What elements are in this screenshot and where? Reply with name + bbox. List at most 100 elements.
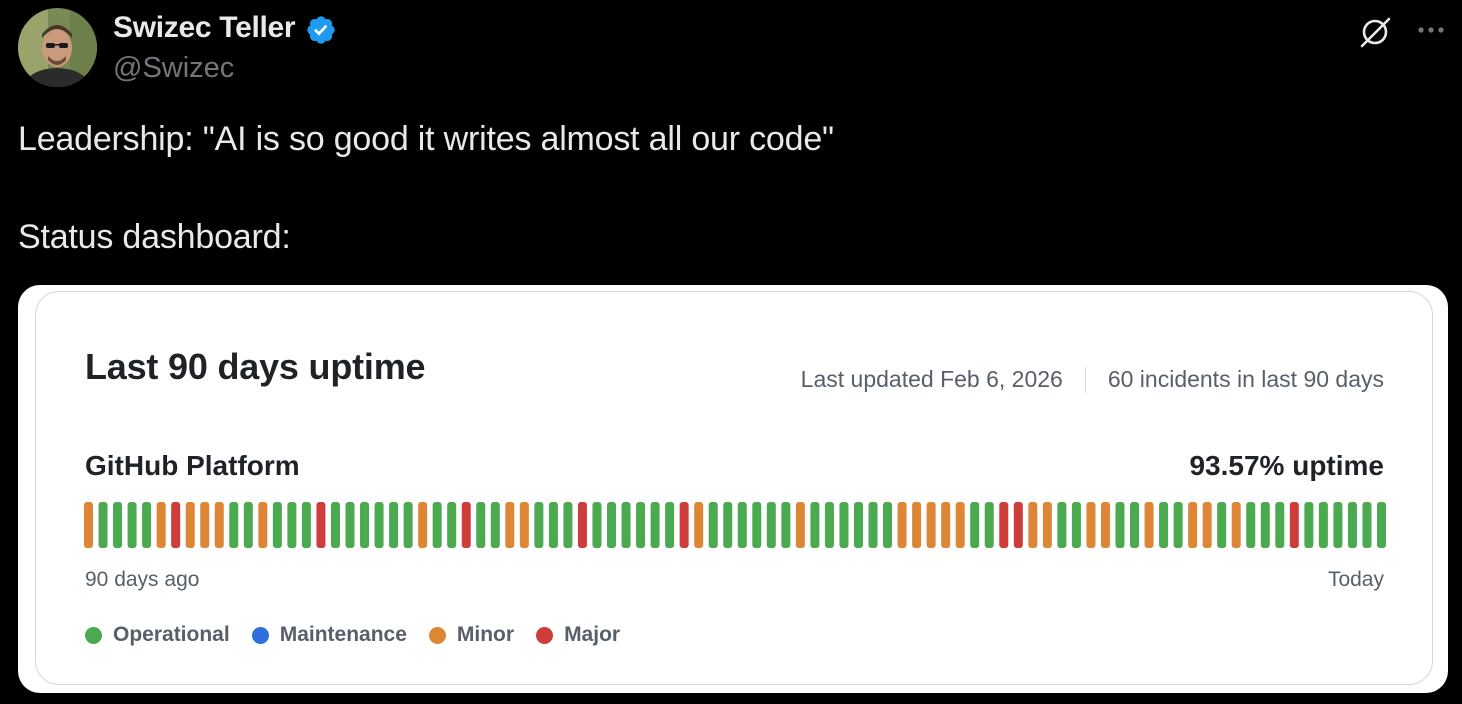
uptime-day-bar-minor[interactable]	[156, 502, 166, 548]
uptime-day-bar-operational[interactable]	[1159, 502, 1169, 548]
uptime-day-bar-major[interactable]	[1013, 502, 1023, 548]
uptime-day-bar-minor[interactable]	[1028, 502, 1038, 548]
uptime-day-bar-minor[interactable]	[941, 502, 951, 548]
uptime-day-bar-major[interactable]	[577, 502, 587, 548]
uptime-day-bar-minor[interactable]	[1100, 502, 1110, 548]
uptime-day-bar-operational[interactable]	[752, 502, 762, 548]
uptime-day-bar-minor[interactable]	[1231, 502, 1241, 548]
uptime-day-bar-operational[interactable]	[490, 502, 500, 548]
uptime-day-bar-operational[interactable]	[1130, 502, 1140, 548]
uptime-day-bar-operational[interactable]	[548, 502, 558, 548]
uptime-day-bar-minor[interactable]	[214, 502, 224, 548]
uptime-day-bar-operational[interactable]	[1275, 502, 1285, 548]
uptime-day-bar-operational[interactable]	[650, 502, 660, 548]
uptime-day-bar-operational[interactable]	[592, 502, 602, 548]
uptime-day-bar-operational[interactable]	[810, 502, 820, 548]
uptime-day-bar-operational[interactable]	[345, 502, 355, 548]
uptime-day-bar-minor[interactable]	[505, 502, 515, 548]
uptime-day-bar-minor[interactable]	[1042, 502, 1052, 548]
uptime-day-bar-operational[interactable]	[1057, 502, 1067, 548]
uptime-day-bar-operational[interactable]	[432, 502, 442, 548]
uptime-day-bar-minor[interactable]	[519, 502, 529, 548]
uptime-day-bar-operational[interactable]	[330, 502, 340, 548]
uptime-day-bar-minor[interactable]	[200, 502, 210, 548]
uptime-day-bar-minor[interactable]	[258, 502, 268, 548]
uptime-day-bar-minor[interactable]	[694, 502, 704, 548]
uptime-day-bar-minor[interactable]	[84, 502, 93, 548]
uptime-day-bar-operational[interactable]	[621, 502, 631, 548]
uptime-day-bar-minor[interactable]	[185, 502, 195, 548]
uptime-day-bar-minor[interactable]	[955, 502, 965, 548]
uptime-day-bar-operational[interactable]	[142, 502, 152, 548]
uptime-day-bar-operational[interactable]	[737, 502, 747, 548]
uptime-day-bar-operational[interactable]	[272, 502, 282, 548]
maintenance-dot-icon	[251, 626, 269, 644]
tweet-image[interactable]: Last 90 days uptime Last updated Feb 6, …	[18, 285, 1448, 693]
uptime-day-bar-major[interactable]	[461, 502, 471, 548]
uptime-day-bar-major[interactable]	[999, 502, 1009, 548]
uptime-day-bar-operational[interactable]	[243, 502, 253, 548]
uptime-day-bar-major[interactable]	[679, 502, 689, 548]
uptime-day-bar-operational[interactable]	[1347, 502, 1357, 548]
uptime-day-bar-operational[interactable]	[1377, 502, 1386, 548]
uptime-day-bar-operational[interactable]	[636, 502, 646, 548]
uptime-day-bar-operational[interactable]	[824, 502, 834, 548]
uptime-day-bar-operational[interactable]	[447, 502, 457, 548]
uptime-day-bar-operational[interactable]	[883, 502, 893, 548]
uptime-day-bar-operational[interactable]	[1333, 502, 1343, 548]
uptime-day-bar-operational[interactable]	[98, 502, 108, 548]
uptime-day-bar-operational[interactable]	[1260, 502, 1270, 548]
uptime-day-bar-minor[interactable]	[1188, 502, 1198, 548]
uptime-day-bar-operational[interactable]	[853, 502, 863, 548]
uptime-day-bar-operational[interactable]	[1304, 502, 1314, 548]
uptime-day-bar-operational[interactable]	[287, 502, 297, 548]
uptime-day-bar-major[interactable]	[1289, 502, 1299, 548]
legend-item-minor: Minor	[428, 623, 514, 647]
uptime-day-bar-minor[interactable]	[1202, 502, 1212, 548]
more-options-icon[interactable]	[1415, 16, 1447, 44]
grok-icon[interactable]	[1358, 15, 1392, 49]
uptime-day-bar-operational[interactable]	[563, 502, 573, 548]
uptime-day-bar-operational[interactable]	[1115, 502, 1125, 548]
uptime-day-bar-minor[interactable]	[1144, 502, 1154, 548]
incident-count: 60 incidents in last 90 days	[1107, 366, 1384, 392]
uptime-day-bar-operational[interactable]	[868, 502, 878, 548]
uptime-day-bar-major[interactable]	[171, 502, 181, 548]
uptime-day-bar-operational[interactable]	[708, 502, 718, 548]
uptime-day-bar-operational[interactable]	[984, 502, 994, 548]
uptime-day-bar-operational[interactable]	[1173, 502, 1183, 548]
author-handle[interactable]: @Swizec	[113, 52, 235, 84]
uptime-day-bar-operational[interactable]	[1318, 502, 1328, 548]
uptime-day-bar-operational[interactable]	[1362, 502, 1372, 548]
uptime-day-bar-operational[interactable]	[403, 502, 413, 548]
uptime-day-bar-operational[interactable]	[301, 502, 311, 548]
uptime-day-bar-operational[interactable]	[113, 502, 123, 548]
uptime-day-bar-minor[interactable]	[926, 502, 936, 548]
uptime-day-bar-operational[interactable]	[374, 502, 384, 548]
uptime-day-bar-operational[interactable]	[534, 502, 544, 548]
uptime-day-bar-minor[interactable]	[897, 502, 907, 548]
uptime-day-bar-minor[interactable]	[1086, 502, 1096, 548]
legend-item-operational: Operational	[85, 623, 230, 647]
uptime-day-bar-major[interactable]	[316, 502, 326, 548]
uptime-day-bar-operational[interactable]	[389, 502, 399, 548]
uptime-day-bar-operational[interactable]	[766, 502, 776, 548]
uptime-day-bar-operational[interactable]	[1246, 502, 1256, 548]
uptime-day-bar-operational[interactable]	[229, 502, 239, 548]
uptime-day-bar-operational[interactable]	[360, 502, 370, 548]
uptime-day-bar-operational[interactable]	[723, 502, 733, 548]
author-avatar[interactable]	[18, 8, 97, 87]
uptime-day-bar-operational[interactable]	[781, 502, 791, 548]
uptime-day-bar-minor[interactable]	[795, 502, 805, 548]
uptime-day-bar-minor[interactable]	[418, 502, 428, 548]
uptime-day-bar-operational[interactable]	[476, 502, 486, 548]
author-name[interactable]: Swizec Teller	[113, 11, 296, 44]
uptime-day-bar-operational[interactable]	[607, 502, 617, 548]
uptime-day-bar-operational[interactable]	[1217, 502, 1227, 548]
uptime-day-bar-minor[interactable]	[912, 502, 922, 548]
uptime-day-bar-operational[interactable]	[839, 502, 849, 548]
uptime-day-bar-operational[interactable]	[127, 502, 137, 548]
uptime-day-bar-operational[interactable]	[970, 502, 980, 548]
uptime-day-bar-operational[interactable]	[665, 502, 675, 548]
uptime-day-bar-operational[interactable]	[1071, 502, 1081, 548]
